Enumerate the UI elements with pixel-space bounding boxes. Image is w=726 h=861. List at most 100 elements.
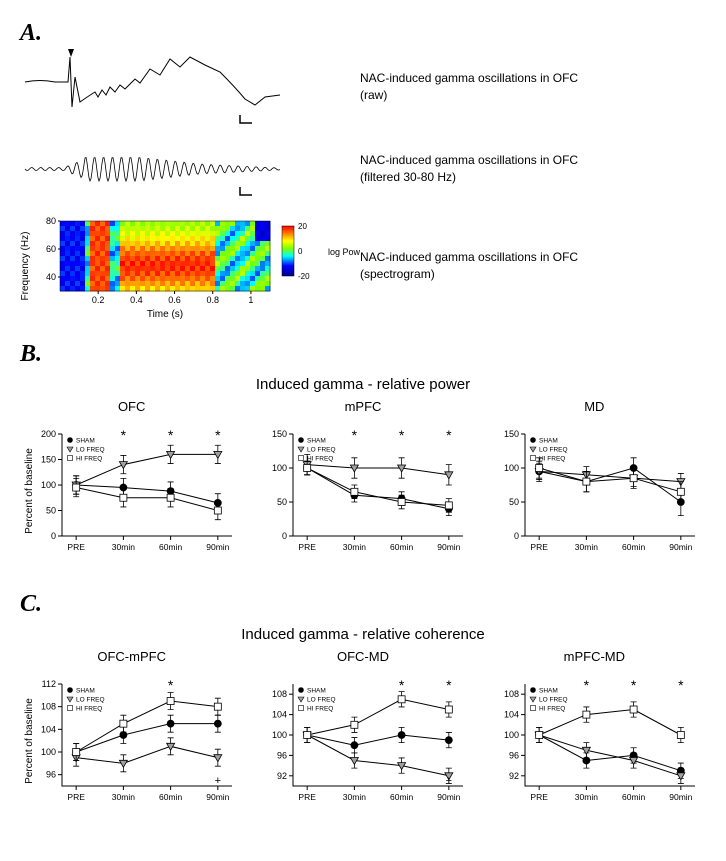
spectrogram-ylabel: Frequency (Hz) <box>20 232 31 301</box>
svg-text:PRE: PRE <box>299 542 317 552</box>
spectrogram-xlabel: Time (s) <box>147 309 183 320</box>
panel-a-label: A. <box>20 20 706 47</box>
svg-text:90min: 90min <box>438 542 461 552</box>
svg-text:30min: 30min <box>112 792 135 802</box>
svg-text:100: 100 <box>272 730 287 740</box>
svg-text:LO FREQ: LO FREQ <box>539 447 568 454</box>
svg-text:PRE: PRE <box>299 792 317 802</box>
svg-text:*: * <box>399 677 405 693</box>
panel-a: A. NAC-induced gamma oscillations in OFC… <box>20 20 706 321</box>
panel-c-charts: OFC-mPFC96100104108112PRE30min60min90min… <box>20 649 706 821</box>
svg-text:SHAM: SHAM <box>76 438 95 445</box>
svg-text:60min: 60min <box>390 792 413 802</box>
svg-text:96: 96 <box>509 750 519 760</box>
panel-b: B. Induced gamma - relative power OFC050… <box>20 341 706 571</box>
svg-text:60min: 60min <box>622 792 645 802</box>
svg-text:-20: -20 <box>298 272 310 281</box>
svg-text:108: 108 <box>272 689 287 699</box>
spectrogram-row: Frequency (Hz) 406080 0.20.40.60.81 Time… <box>20 211 706 321</box>
svg-text:20: 20 <box>298 222 307 231</box>
line-chart: 9296100104108PRE30min60min90min**+SHAMLO… <box>251 666 471 816</box>
svg-text:92: 92 <box>509 771 519 781</box>
svg-text:LO FREQ: LO FREQ <box>307 447 336 454</box>
svg-text:SHAM: SHAM <box>539 688 558 695</box>
svg-text:60: 60 <box>46 244 56 254</box>
svg-text:90min: 90min <box>206 542 229 552</box>
svg-text:108: 108 <box>504 689 519 699</box>
svg-text:150: 150 <box>272 429 287 439</box>
svg-text:0: 0 <box>514 531 519 541</box>
chart-mpfc: mPFC050100150PRE30min60min90min***SHAMLO… <box>251 399 474 571</box>
svg-text:50: 50 <box>277 497 287 507</box>
svg-text:HI FREQ: HI FREQ <box>539 706 565 713</box>
colorbar <box>282 226 294 276</box>
line-chart: 050100150PRE30min60min90minSHAMLO FREQHI… <box>483 416 703 566</box>
svg-text:*: * <box>446 677 452 693</box>
svg-text:90min: 90min <box>669 542 692 552</box>
svg-text:60min: 60min <box>390 542 413 552</box>
svg-text:104: 104 <box>272 710 287 720</box>
svg-text:*: * <box>168 677 174 693</box>
svg-text:*: * <box>352 427 358 443</box>
chart-ofc-mpfc: OFC-mPFC96100104108112PRE30min60min90min… <box>20 649 243 821</box>
svg-text:90min: 90min <box>438 792 461 802</box>
svg-text:PRE: PRE <box>530 792 548 802</box>
chart-title: OFC-mPFC <box>20 649 243 664</box>
svg-text:80: 80 <box>46 216 56 226</box>
svg-text:92: 92 <box>277 771 287 781</box>
panel-c-title: Induced gamma - relative coherence <box>20 626 706 643</box>
svg-text:0: 0 <box>298 247 303 256</box>
svg-text:60min: 60min <box>159 792 182 802</box>
raw-trace-label: NAC-induced gamma oscillations in OFC (r… <box>360 70 578 104</box>
scale-bar-icon <box>240 115 252 123</box>
svg-text:50: 50 <box>509 497 519 507</box>
svg-text:*: * <box>446 427 452 443</box>
chart-title: MD <box>483 399 706 414</box>
svg-text:90min: 90min <box>206 792 229 802</box>
svg-text:104: 104 <box>41 724 56 734</box>
svg-text:HI FREQ: HI FREQ <box>307 706 333 713</box>
svg-text:60min: 60min <box>622 542 645 552</box>
svg-text:*: * <box>215 427 221 443</box>
colorbar-label: log Power <box>328 247 360 257</box>
chart-title: mPFC-MD <box>483 649 706 664</box>
line-chart: 050100150PRE30min60min90min***SHAMLO FRE… <box>251 416 471 566</box>
chart-title: OFC <box>20 399 243 414</box>
filtered-trace-path <box>25 158 280 182</box>
scale-bar-icon <box>240 187 252 195</box>
svg-text:50: 50 <box>46 506 56 516</box>
stimulus-marker-icon <box>68 49 74 57</box>
svg-text:Percent of baseline: Percent of baseline <box>24 698 35 784</box>
panel-c-label: C. <box>20 591 706 618</box>
svg-text:150: 150 <box>504 429 519 439</box>
chart-title: OFC-MD <box>251 649 474 664</box>
svg-text:90min: 90min <box>669 792 692 802</box>
chart-md: MD050100150PRE30min60min90minSHAMLO FREQ… <box>483 399 706 571</box>
svg-text:HI FREQ: HI FREQ <box>307 456 333 463</box>
svg-text:1: 1 <box>248 295 253 305</box>
svg-text:PRE: PRE <box>67 792 85 802</box>
panel-b-charts: OFC050100150200PRE30min60min90min***SHAM… <box>20 399 706 571</box>
svg-text:100: 100 <box>41 747 56 757</box>
filtered-trace <box>20 139 320 199</box>
spectrogram-yticks: 406080 <box>46 216 60 282</box>
svg-text:PRE: PRE <box>530 542 548 552</box>
svg-text:HI FREQ: HI FREQ <box>76 456 102 463</box>
raw-trace <box>20 47 320 127</box>
spectrogram-xticks: 0.20.40.60.81 <box>92 291 253 305</box>
chart-ofc-md: OFC-MD9296100104108PRE30min60min90min**+… <box>251 649 474 821</box>
svg-text:*: * <box>121 427 127 443</box>
spectrogram: Frequency (Hz) 406080 0.20.40.60.81 Time… <box>20 211 360 321</box>
svg-text:100: 100 <box>272 463 287 473</box>
svg-text:108: 108 <box>41 702 56 712</box>
svg-text:SHAM: SHAM <box>539 438 558 445</box>
svg-text:96: 96 <box>277 750 287 760</box>
svg-text:30min: 30min <box>343 542 366 552</box>
panel-c: C. Induced gamma - relative coherence OF… <box>20 591 706 821</box>
chart-ofc: OFC050100150200PRE30min60min90min***SHAM… <box>20 399 243 571</box>
svg-text:100: 100 <box>41 480 56 490</box>
svg-text:+: + <box>446 775 452 787</box>
svg-text:30min: 30min <box>574 792 597 802</box>
panel-b-label: B. <box>20 341 706 368</box>
svg-text:104: 104 <box>504 710 519 720</box>
